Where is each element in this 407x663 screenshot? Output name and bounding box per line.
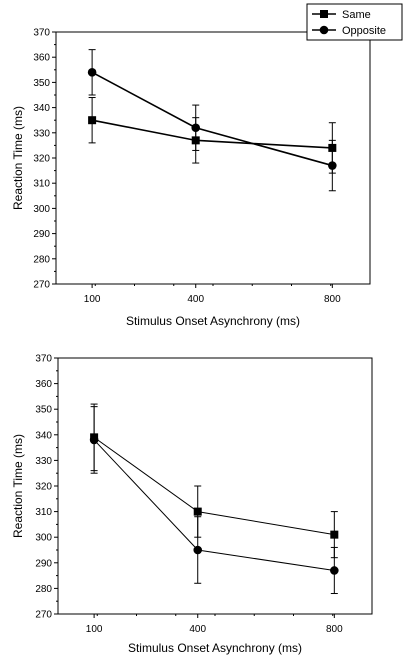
y-tick-label: 350 xyxy=(35,405,52,416)
data-point-circle xyxy=(87,68,97,77)
plot-frame xyxy=(57,357,373,615)
y-tick-label: 330 xyxy=(33,128,50,139)
y-axis-label: Reaction Time (ms) xyxy=(11,106,25,210)
y-axis-label: Reaction Time (ms) xyxy=(11,434,25,538)
legend-label: Opposite xyxy=(342,25,386,37)
x-tick-label: 400 xyxy=(189,624,206,635)
y-tick-label: 270 xyxy=(35,610,52,621)
x-tick-label: 100 xyxy=(86,624,103,635)
y-tick-label: 290 xyxy=(35,558,52,569)
y-tick-label: 320 xyxy=(35,482,52,493)
y-tick-label: 300 xyxy=(33,204,50,215)
y-tick-label: 370 xyxy=(33,28,50,39)
x-tick-label: 400 xyxy=(187,294,204,305)
y-tick-label: 340 xyxy=(35,430,52,441)
data-point-square xyxy=(193,507,202,516)
series-opposite xyxy=(89,406,339,595)
legend-label: Same xyxy=(342,9,371,21)
y-tick-label: 280 xyxy=(33,254,50,265)
chart-top: 270 280 290 300 310 320 330 340 350 360 370 100 400 8… xyxy=(11,3,403,328)
x-tick-label: 800 xyxy=(326,624,343,635)
y-tick-label: 270 xyxy=(33,280,50,291)
y-tick-label: 360 xyxy=(35,379,52,390)
legend-marker-square xyxy=(320,10,328,18)
series-same xyxy=(88,97,337,174)
y-tick-label: 370 xyxy=(35,354,52,365)
y-tick-label: 310 xyxy=(35,507,52,518)
y-tick-label: 360 xyxy=(33,53,50,64)
series-line xyxy=(93,436,335,536)
x-axis-label: Stimulus Onset Asynchrony (ms) xyxy=(126,314,300,328)
legend: Same Opposite xyxy=(306,3,403,41)
x-axis-label: Stimulus Onset Asynchrony (ms) xyxy=(128,641,302,655)
data-point-circle xyxy=(193,545,203,555)
data-point-square xyxy=(88,116,97,125)
x-tick-label: 100 xyxy=(84,294,101,305)
x-tick-label: 800 xyxy=(324,294,341,305)
data-point-square xyxy=(330,530,339,539)
series-same xyxy=(90,403,339,559)
data-point-circle xyxy=(330,566,339,575)
y-tick-label: 320 xyxy=(33,154,50,165)
y-tick-label: 280 xyxy=(35,584,52,595)
data-point-circle xyxy=(328,161,337,170)
data-point-circle xyxy=(191,123,201,133)
series-line xyxy=(91,119,333,149)
y-tick-label: 340 xyxy=(33,103,50,114)
y-tick-label: 310 xyxy=(33,179,50,190)
series-line xyxy=(91,71,333,167)
y-tick-label: 330 xyxy=(35,456,52,467)
data-point-circle xyxy=(89,435,99,445)
chart-bottom: 270 280 290 300 310 320 330 340 350 360 370 100 400 8… xyxy=(11,354,373,655)
y-tick-label: 300 xyxy=(35,533,52,544)
plot-frame xyxy=(55,31,371,285)
legend-marker-circle xyxy=(319,25,329,35)
series-line xyxy=(93,439,335,571)
series-opposite xyxy=(87,49,337,192)
y-tick-label: 290 xyxy=(33,229,50,240)
y-tick-label: 350 xyxy=(33,78,50,89)
